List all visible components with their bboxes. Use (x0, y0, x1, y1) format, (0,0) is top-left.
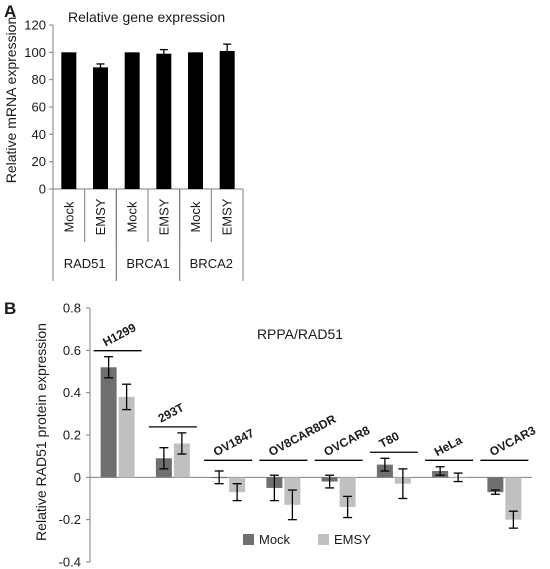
chart-b-bar-emsy (450, 477, 467, 479)
legend-label-mock: Mock (259, 532, 291, 547)
chart-b-ylabel: Relative RAD51 protein expression (33, 323, 49, 541)
chart-a-error-bar (96, 63, 105, 72)
chart-a-ytick-label: 60 (32, 100, 46, 115)
chart-b-cell-line-label: OV8CAR8DR (266, 412, 338, 459)
legend-item-mock: Mock (243, 532, 291, 547)
chart-a-ytick-label: 100 (24, 45, 46, 60)
chart-b-error-bar (508, 510, 518, 529)
chart-a-group-label: BRCA2 (190, 256, 233, 271)
legend-swatch-mock (243, 534, 254, 545)
chart-b-bar-mock (100, 367, 117, 478)
chart-b-error-bar (104, 356, 114, 379)
chart-b-bar-mock (432, 470, 449, 478)
chart-b-error-bar (159, 447, 169, 470)
chart-b-error-bar (490, 489, 500, 495)
chart-b-bar-mock (487, 477, 504, 493)
chart-a-bar (61, 52, 77, 190)
chart-b-error-bar (122, 383, 132, 411)
chart-a-bar (219, 50, 235, 189)
panel-label-b: B (4, 299, 16, 318)
chart-b-error-bar (380, 457, 390, 472)
chart-b-error-bar (325, 474, 335, 489)
chart-b-cell-line-label: H1299 (100, 320, 138, 349)
chart-b-cell-line-label: T80 (377, 429, 402, 451)
chart-b-cell-line-label: OVCAR8 (321, 423, 372, 459)
chart-b-bar-emsy (173, 443, 190, 478)
chart-b-bar-emsy (284, 477, 301, 505)
chart-a-ytick-label: 120 (24, 18, 46, 33)
chart-b-error-bar (398, 468, 408, 500)
chart-b-error-bar (343, 495, 353, 519)
chart-b-error-bar (269, 474, 279, 502)
chart-b-bar-emsy (339, 477, 356, 507)
chart-b-ytick-label: -0.4 (59, 555, 81, 569)
chart-a-ytick-label: 0 (39, 182, 46, 197)
chart-a-bar (188, 52, 203, 190)
chart-b-ytick-label: 0.4 (63, 385, 81, 400)
chart-b-bar-emsy (118, 396, 135, 478)
chart-a-bar (124, 52, 140, 190)
chart-b-bar-mock (376, 464, 393, 478)
chart-a-category-label: Mock (188, 201, 203, 233)
chart-b-bar-mock (155, 458, 172, 478)
chart-b-ytick-label: 0.2 (63, 428, 81, 443)
chart-b-error-bar (177, 432, 187, 455)
chart-b-bar-emsy (229, 477, 246, 493)
chart-b-bar-emsy (394, 477, 411, 484)
chart-b-error-bar (287, 489, 297, 521)
chart-b-cell-line-label: 293T (156, 400, 187, 426)
chart-a-ytick-label: 40 (32, 127, 46, 142)
chart-b-ytick-label: 0.6 (63, 343, 81, 358)
chart-relative-gene-expression: A Relative gene expression Relative mRNA… (3, 2, 244, 281)
chart-a-ylabel: Relative mRNA expression (3, 17, 19, 184)
chart-a-category-label: Mock (61, 201, 76, 233)
chart-a-bar (93, 67, 108, 189)
chart-a-error-bar (223, 43, 232, 59)
chart-b-cell-line-label: HeLa (432, 433, 465, 459)
panel-label-a: A (4, 2, 16, 21)
legend-item-emsy: EMSY (318, 532, 371, 547)
chart-b-bar-emsy (505, 477, 522, 520)
chart-a-title: Relative gene expression (68, 9, 225, 25)
chart-a-category-label: EMSY (93, 198, 108, 235)
chart-b-cell-line-label: OVCAR3 (487, 423, 538, 459)
chart-b-error-bar (453, 472, 463, 483)
chart-b-bar-mock (211, 477, 228, 479)
chart-b-error-bar (214, 470, 224, 485)
chart-b-error-bar (435, 466, 445, 476)
chart-b-bar-mock (321, 477, 338, 482)
chart-b-title: RPPA/RAD51 (257, 326, 343, 342)
chart-b-bar-mock (266, 477, 283, 488)
chart-b-error-bar (232, 483, 242, 502)
chart-a-group-label: RAD51 (64, 256, 106, 271)
chart-b-cell-line-label: OV1847 (211, 426, 257, 459)
chart-a-category-label: EMSY (156, 198, 171, 235)
chart-b-ytick-label: 0 (74, 470, 81, 485)
chart-a-error-bar (159, 48, 168, 59)
chart-a-ytick-label: 80 (32, 72, 46, 87)
chart-a-category-label: EMSY (220, 198, 235, 235)
chart-b-ytick-label: -0.2 (59, 512, 81, 527)
chart-a-group-label: BRCA1 (126, 256, 169, 271)
chart-a-bar (156, 53, 172, 190)
legend-label-emsy: EMSY (334, 532, 371, 547)
legend-swatch-emsy (318, 534, 329, 545)
chart-b-ytick-label: 0.8 (63, 301, 81, 316)
chart-a-category-label: Mock (125, 201, 140, 233)
chart-a-ytick-label: 20 (32, 154, 46, 169)
